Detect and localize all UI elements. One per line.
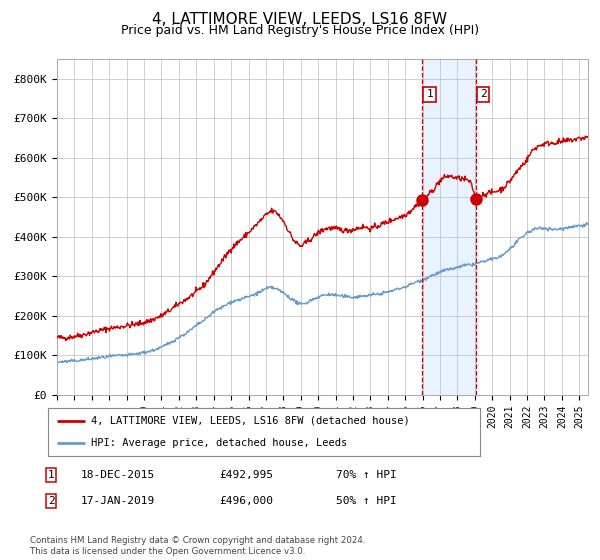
Text: Contains HM Land Registry data © Crown copyright and database right 2024.
This d: Contains HM Land Registry data © Crown c… [30, 536, 365, 556]
Text: 4, LATTIMORE VIEW, LEEDS, LS16 8FW: 4, LATTIMORE VIEW, LEEDS, LS16 8FW [152, 12, 448, 27]
Text: £496,000: £496,000 [219, 496, 273, 506]
Text: 2: 2 [480, 90, 487, 99]
Text: 2: 2 [47, 496, 55, 506]
Text: HPI: Average price, detached house, Leeds: HPI: Average price, detached house, Leed… [91, 438, 347, 448]
Text: 1: 1 [47, 470, 55, 480]
Bar [422, 59, 476, 395]
Text: 50% ↑ HPI: 50% ↑ HPI [336, 496, 397, 506]
Text: 70% ↑ HPI: 70% ↑ HPI [336, 470, 397, 480]
Text: 1: 1 [426, 90, 433, 99]
Text: £492,995: £492,995 [219, 470, 273, 480]
Text: 4, LATTIMORE VIEW, LEEDS, LS16 8FW (detached house): 4, LATTIMORE VIEW, LEEDS, LS16 8FW (deta… [91, 416, 410, 426]
Text: 18-DEC-2015: 18-DEC-2015 [81, 470, 155, 480]
Text: Price paid vs. HM Land Registry's House Price Index (HPI): Price paid vs. HM Land Registry's House … [121, 24, 479, 36]
Text: 17-JAN-2019: 17-JAN-2019 [81, 496, 155, 506]
